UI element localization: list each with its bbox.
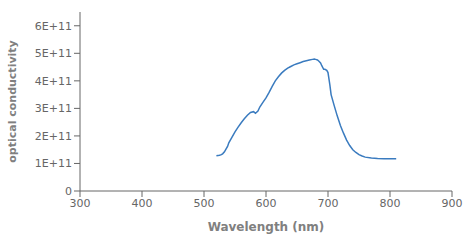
svg-text:3E+11: 3E+11	[35, 102, 72, 115]
svg-text:700: 700	[318, 197, 339, 210]
svg-text:1E+11: 1E+11	[35, 157, 72, 170]
svg-text:300: 300	[70, 197, 91, 210]
svg-text:0: 0	[65, 185, 72, 198]
svg-text:Wavelength (nm): Wavelength (nm)	[208, 220, 325, 234]
svg-text:400: 400	[132, 197, 153, 210]
svg-text:600: 600	[256, 197, 277, 210]
svg-text:6E+11: 6E+11	[35, 20, 72, 33]
svg-text:optical conductivity: optical conductivity	[8, 40, 19, 163]
svg-text:2E+11: 2E+11	[35, 130, 72, 143]
svg-text:800: 800	[380, 197, 401, 210]
svg-text:900: 900	[442, 197, 463, 210]
svg-text:4E+11: 4E+11	[35, 75, 72, 88]
svg-text:5E+11: 5E+11	[35, 47, 72, 60]
svg-text:500: 500	[194, 197, 215, 210]
